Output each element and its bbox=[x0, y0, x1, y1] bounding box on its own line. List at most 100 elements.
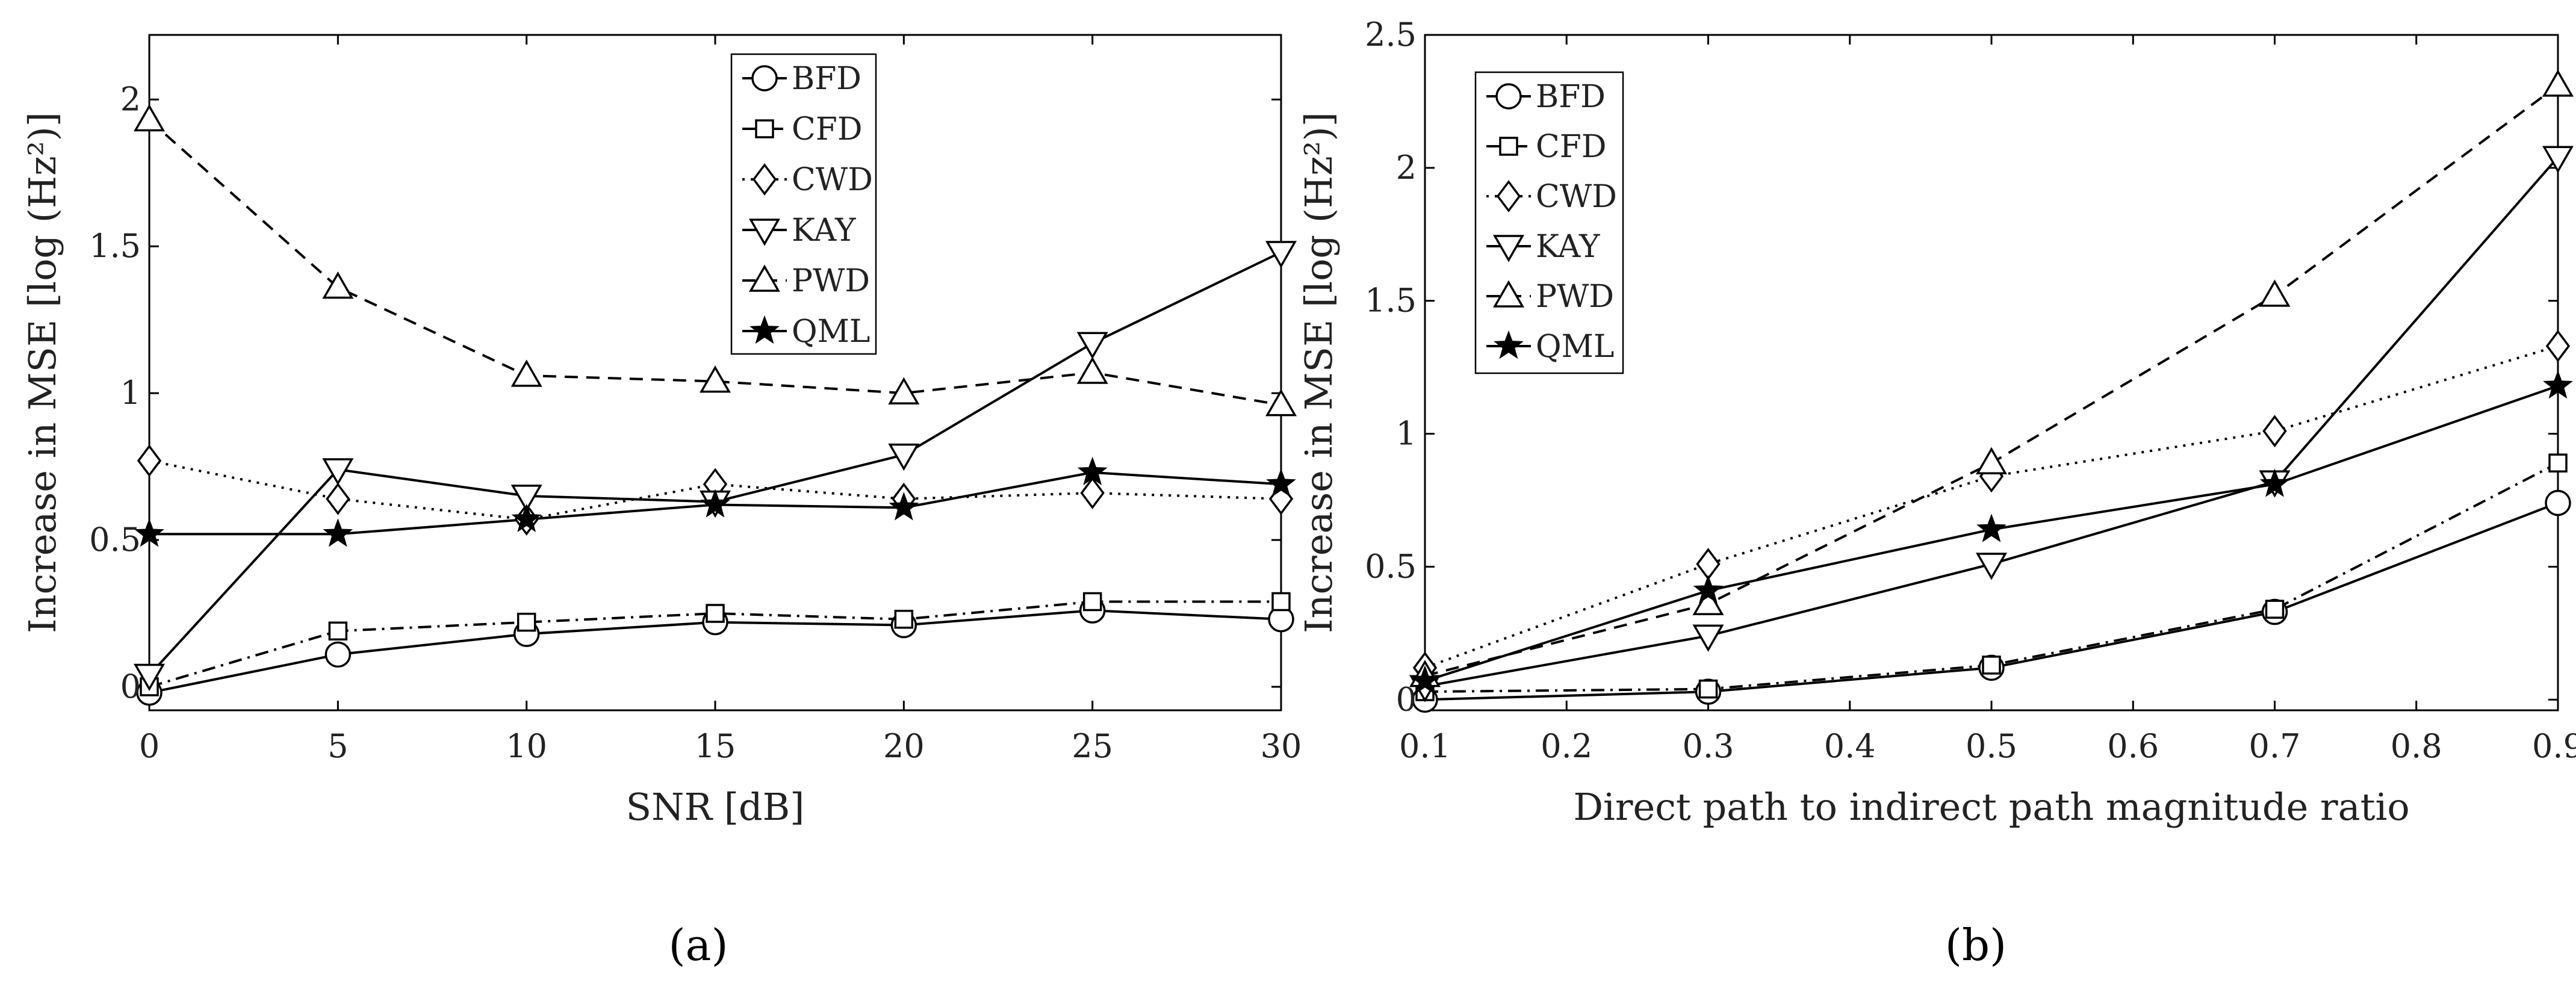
data-point-pwd bbox=[511, 359, 542, 387]
data-point-kay bbox=[1692, 624, 1724, 652]
legend-marker-kay bbox=[748, 219, 781, 246]
y-tick-label: 1 bbox=[1396, 415, 1417, 453]
y-tick-label: 0 bbox=[1396, 680, 1417, 718]
x-tick-label: 25 bbox=[1072, 727, 1113, 765]
data-point-bfd bbox=[2545, 489, 2571, 516]
y-axis-label-b: Increase in MSE [log (Hz²)] bbox=[1297, 112, 1341, 633]
legend-marker-cfd bbox=[1499, 137, 1518, 156]
legend-marker-cwd bbox=[1496, 180, 1521, 212]
data-point-cwd bbox=[137, 444, 162, 477]
y-axis-label-a: Increase in MSE [log (Hz²)] bbox=[20, 112, 64, 633]
data-point-qml bbox=[2543, 370, 2573, 399]
legend-marker-kay bbox=[1492, 235, 1525, 262]
legend-marker-bfd bbox=[1495, 83, 1522, 110]
legend-marker-cwd bbox=[752, 163, 777, 196]
legend-b: BFD CFD CWD KAY PWD QML bbox=[1474, 71, 1624, 374]
y-tick-label: 0.5 bbox=[89, 521, 141, 559]
data-point-cwd bbox=[2545, 329, 2571, 362]
series-line-cwd bbox=[1424, 344, 2559, 669]
data-point-cfd bbox=[1082, 592, 1102, 612]
data-point-cwd bbox=[1696, 548, 1721, 580]
chart-panel-a: 0 5 10 15 20 25 30 0 0.5 1 1.5 2 SNR [dB] Increase… bbox=[20, 34, 1302, 970]
panel-label-b: (b) bbox=[1945, 920, 2006, 970]
x-axis-label-a: SNR [dB] bbox=[626, 785, 805, 829]
legend-label-qml: QML bbox=[1536, 329, 1614, 365]
x-tick-labels-b: 0.1 0.2 0.3 0.4 0.5 0.6 0.7 0.8 0.9 bbox=[1399, 727, 2576, 765]
x-tick-label: 0.5 bbox=[1966, 727, 2017, 765]
data-point-cwd bbox=[326, 482, 350, 515]
data-point-cfd bbox=[1982, 656, 2001, 675]
series-markers-b bbox=[1409, 69, 2574, 713]
x-tick-label: 30 bbox=[1261, 727, 1302, 765]
data-point-kay bbox=[133, 663, 166, 691]
x-tick-label: 0.3 bbox=[1683, 727, 1734, 765]
legend-box-b bbox=[1474, 71, 1624, 374]
y-tick-label: 1 bbox=[120, 374, 141, 412]
data-point-pwd bbox=[133, 104, 166, 132]
x-tick-label: 0.7 bbox=[2249, 727, 2301, 765]
legend-label-kay: KAY bbox=[792, 212, 856, 249]
data-point-qml bbox=[1077, 456, 1108, 486]
data-point-cfd bbox=[1698, 679, 1718, 699]
data-point-qml bbox=[2259, 468, 2290, 497]
legend-marker-pwd bbox=[748, 264, 781, 292]
data-point-kay bbox=[1265, 241, 1297, 268]
legend-label-bfd: BFD bbox=[1536, 79, 1606, 115]
data-point-qml bbox=[889, 492, 919, 521]
data-point-cwd bbox=[2262, 415, 2287, 448]
legend-label-cwd: CWD bbox=[792, 162, 873, 198]
data-point-kay bbox=[322, 458, 354, 486]
data-point-qml bbox=[511, 503, 542, 533]
x-tick-label: 0.6 bbox=[2107, 727, 2159, 765]
y-tick-label: 1.5 bbox=[1365, 282, 1417, 320]
data-point-kay bbox=[2542, 146, 2574, 173]
legend-marker-qml bbox=[1494, 330, 1524, 359]
legend-box-a bbox=[730, 53, 877, 355]
data-point-cfd bbox=[328, 621, 348, 641]
series-line-cfd bbox=[1424, 462, 2559, 693]
data-point-qml bbox=[700, 489, 730, 518]
x-tick-label: 0.9 bbox=[2532, 727, 2576, 765]
x-tick-label: 0.4 bbox=[1824, 727, 1876, 765]
data-point-pwd bbox=[2542, 69, 2574, 97]
y-tick-labels-b: 0 0.5 1 1.5 2 2.5 bbox=[1365, 16, 1417, 718]
data-point-kay bbox=[511, 485, 542, 512]
legend-marker-qml bbox=[750, 315, 780, 344]
legend-label-pwd: PWD bbox=[1536, 279, 1614, 315]
x-tick-label: 15 bbox=[695, 727, 736, 765]
data-point-bfd bbox=[324, 641, 352, 668]
data-point-qml bbox=[1693, 575, 1724, 604]
data-point-pwd bbox=[322, 271, 354, 299]
data-point-cfd bbox=[894, 610, 914, 629]
data-point-pwd bbox=[888, 377, 920, 405]
data-point-pwd bbox=[2259, 279, 2291, 307]
x-tick-label: 10 bbox=[506, 727, 547, 765]
legend-label-cfd: CFD bbox=[792, 111, 863, 147]
x-tick-labels-a: 0 5 10 15 20 25 30 bbox=[139, 727, 1302, 765]
x-tick-label: 5 bbox=[327, 727, 348, 765]
series-line-pwd bbox=[148, 119, 1282, 406]
x-tick-label: 0.1 bbox=[1399, 727, 1451, 765]
data-point-qml bbox=[323, 518, 353, 547]
data-point-cfd bbox=[2265, 600, 2285, 619]
data-point-qml bbox=[1410, 665, 1440, 694]
x-tick-label: 0.2 bbox=[1541, 727, 1592, 765]
data-point-pwd bbox=[1076, 356, 1108, 384]
series-markers-a bbox=[133, 104, 1297, 706]
legend-label-pwd: PWD bbox=[792, 263, 870, 299]
x-tick-label: 20 bbox=[883, 727, 925, 765]
data-point-qml bbox=[134, 518, 164, 547]
data-point-cfd bbox=[517, 612, 536, 632]
panel-label-a: (a) bbox=[668, 920, 728, 970]
legend-label-kay: KAY bbox=[1536, 229, 1600, 265]
legend-marker-bfd bbox=[751, 65, 778, 91]
y-tick-labels-a: 0 0.5 1 1.5 2 bbox=[89, 80, 141, 705]
legend-label-cfd: CFD bbox=[1536, 129, 1607, 165]
data-point-cwd bbox=[1080, 477, 1105, 509]
legend-label-qml: QML bbox=[792, 314, 870, 350]
data-point-cfd bbox=[2548, 453, 2568, 473]
y-tick-label: 2.5 bbox=[1365, 16, 1417, 54]
data-point-pwd bbox=[1265, 389, 1297, 417]
legend-marker-pwd bbox=[1492, 280, 1525, 308]
